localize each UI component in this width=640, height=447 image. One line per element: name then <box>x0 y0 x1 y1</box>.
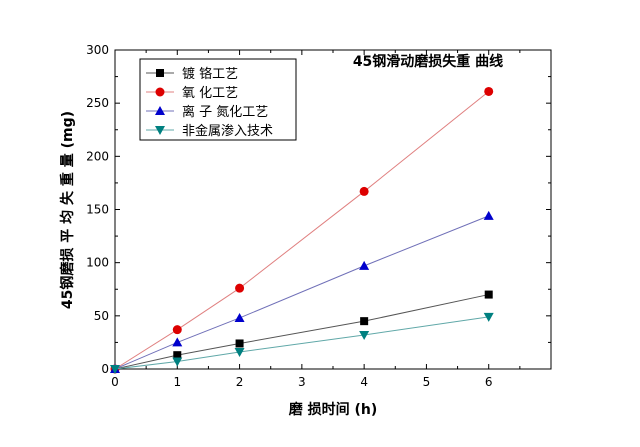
data-point <box>359 260 370 270</box>
chart-title: 45钢滑动磨损失重 曲线 <box>353 53 503 70</box>
data-point <box>360 317 369 326</box>
data-point <box>483 210 494 220</box>
x-tick-label: 2 <box>236 375 244 389</box>
legend-label: 离 子 氮化工艺 <box>182 104 268 120</box>
legend-marker <box>155 126 165 135</box>
legend-marker <box>156 69 164 77</box>
x-tick-label: 0 <box>111 375 119 389</box>
data-point <box>234 347 245 357</box>
legend-label: 镀 铬工艺 <box>182 66 238 82</box>
data-point <box>172 357 183 367</box>
x-axis-title: 磨 损时间 (h) <box>289 401 378 418</box>
data-point <box>234 312 245 322</box>
data-point <box>110 365 120 374</box>
x-tick-label: 4 <box>360 375 368 389</box>
legend-label: 氧 化工艺 <box>182 86 238 101</box>
x-tick-label: 1 <box>173 375 181 389</box>
data-point <box>484 86 494 96</box>
y-tick-label: 0 <box>101 362 109 376</box>
data-point <box>359 330 370 340</box>
series-line <box>114 215 489 370</box>
y-tick-label: 100 <box>86 256 109 270</box>
legend-marker <box>155 87 165 97</box>
data-point <box>484 290 493 299</box>
data-point <box>172 325 182 335</box>
y-tick-label: 250 <box>86 96 109 110</box>
data-point <box>173 351 182 360</box>
data-point <box>235 339 244 348</box>
x-tick-label: 3 <box>298 375 306 389</box>
y-tick-label: 300 <box>86 43 109 57</box>
legend-marker <box>155 106 165 115</box>
legend-label: 非金属渗入技术 <box>182 123 273 139</box>
y-axis-title: 45钢磨损 平 均 失 重 量 (mg) <box>59 111 76 309</box>
x-tick-label: 6 <box>485 375 493 389</box>
x-tick-label: 5 <box>423 375 431 389</box>
data-point <box>172 337 183 347</box>
data-point <box>235 283 245 293</box>
y-tick-label: 200 <box>86 149 109 163</box>
series-line <box>114 316 489 370</box>
y-tick-label: 50 <box>94 309 109 323</box>
y-tick-label: 150 <box>86 203 109 217</box>
data-point <box>359 186 369 196</box>
series-line <box>114 294 489 370</box>
data-point <box>483 312 494 322</box>
